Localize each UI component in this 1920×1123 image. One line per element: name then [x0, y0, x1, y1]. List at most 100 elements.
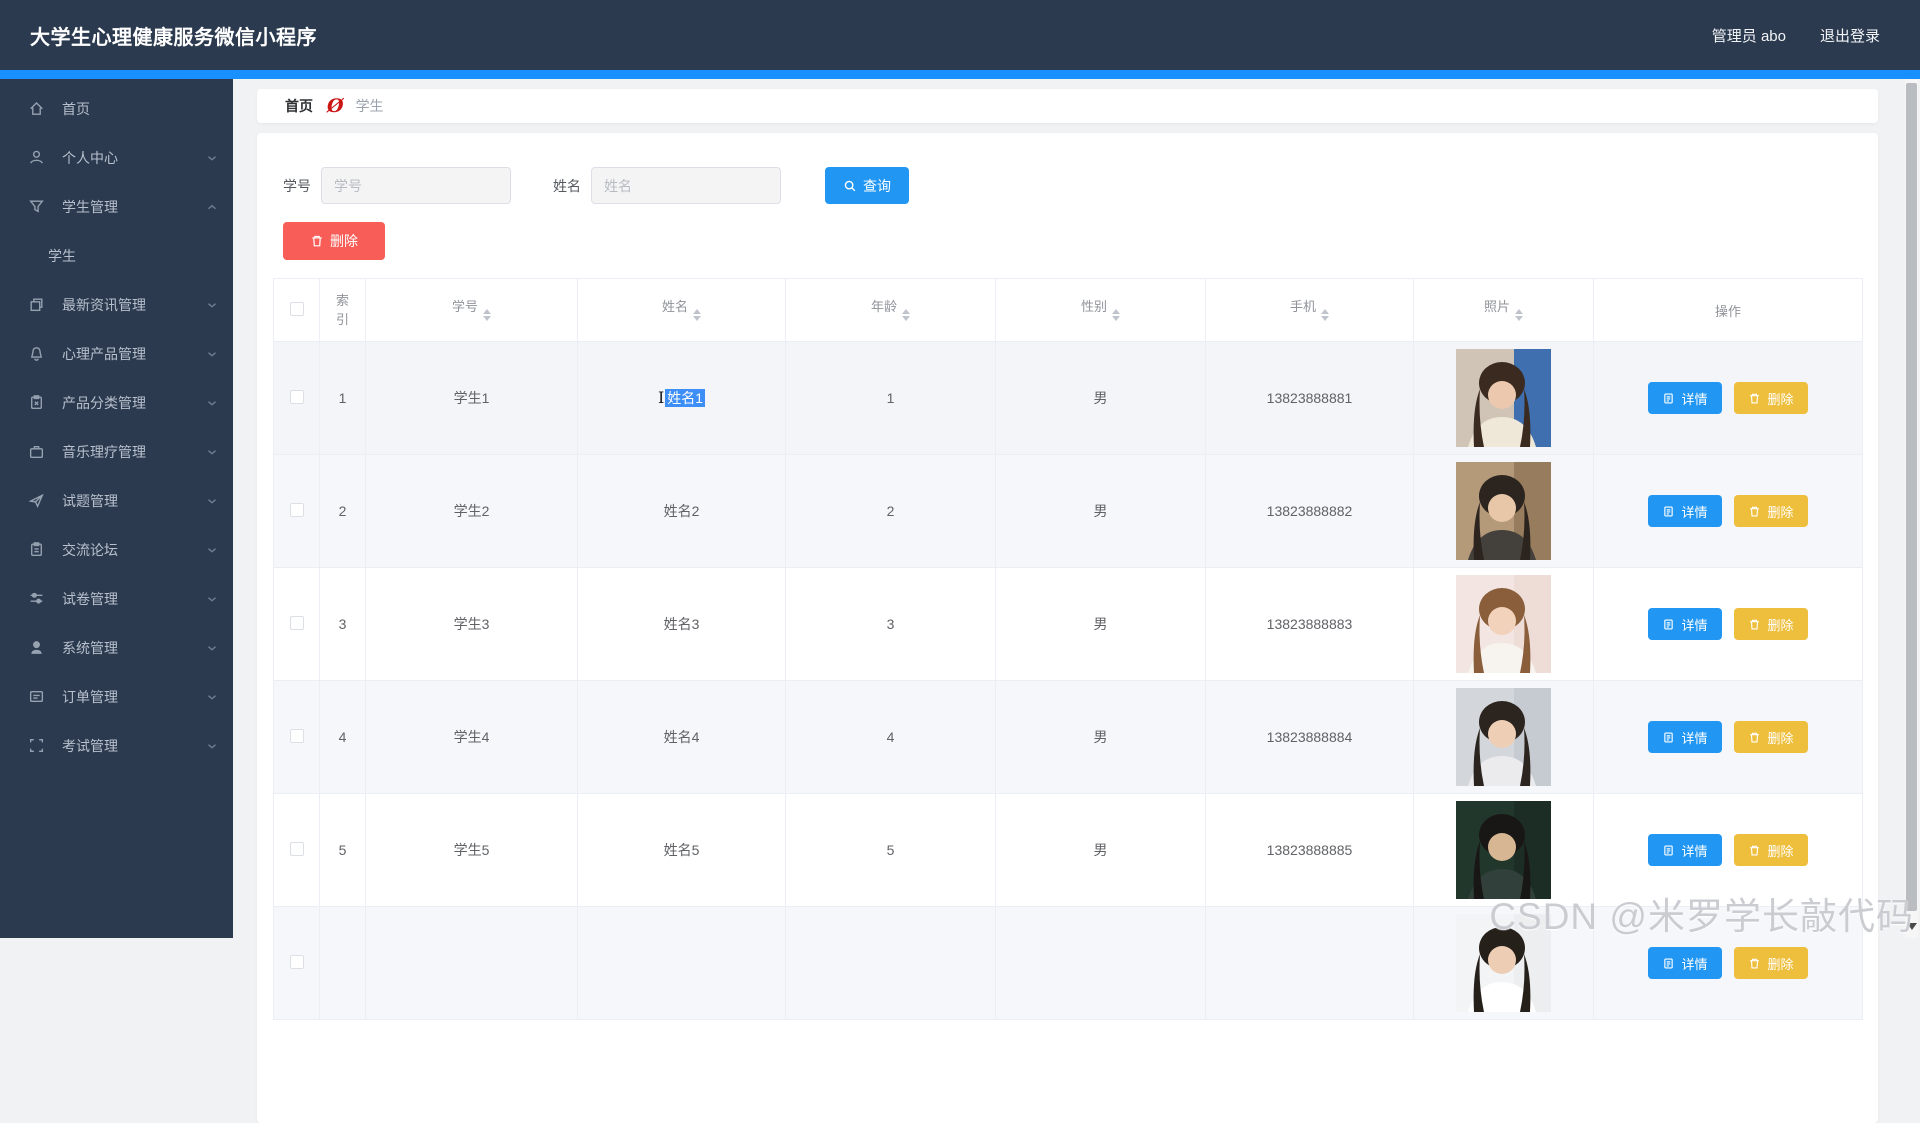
cell-name: I 姓名1: [577, 341, 786, 455]
delete-button[interactable]: 删除: [1734, 834, 1808, 866]
row-checkbox[interactable]: [289, 954, 304, 969]
row-checkbox[interactable]: [289, 389, 304, 404]
chevron-icon: [208, 351, 216, 357]
detail-button[interactable]: 详情: [1648, 947, 1722, 979]
admin-user-label[interactable]: 管理员 abo: [1711, 27, 1786, 45]
student-no-input[interactable]: [321, 167, 511, 204]
row-checkbox[interactable]: [289, 728, 304, 743]
sidebar-item-student[interactable]: 学生: [0, 231, 233, 280]
detail-button[interactable]: 详情: [1648, 608, 1722, 640]
clipboard-icon: [28, 541, 45, 558]
sidebar-item-label: 交流论坛: [62, 541, 118, 558]
sidebar-item-music-therapy-mgmt[interactable]: 音乐理疗管理: [0, 427, 233, 476]
cell-age: [785, 906, 996, 1020]
sort-caret-icon[interactable]: [1112, 305, 1120, 325]
sort-caret-icon[interactable]: [483, 305, 491, 325]
column-header[interactable]: 索引: [319, 278, 366, 342]
user-badge-icon: [28, 639, 45, 656]
cell-index: 3: [319, 567, 366, 681]
document-icon: [1664, 392, 1674, 404]
sidebar-item-order-mgmt[interactable]: 订单管理: [0, 672, 233, 721]
document-icon: [1664, 731, 1674, 743]
trash-icon: [1750, 506, 1760, 517]
sidebar-item-question-mgmt[interactable]: 试题管理: [0, 476, 233, 525]
detail-button[interactable]: 详情: [1648, 721, 1722, 753]
text-cursor: I: [657, 388, 665, 407]
cell-age: 3: [785, 567, 996, 681]
table-row: 4 学生4 I姓名4 4 男 13823888884 详情 删除: [273, 680, 1863, 794]
sidebar-item-label: 订单管理: [62, 688, 118, 705]
cell-name: I姓名2: [577, 454, 786, 568]
sidebar-item-label: 学生: [48, 247, 76, 264]
column-header[interactable]: 年龄: [785, 278, 996, 342]
column-header[interactable]: 姓名: [577, 278, 786, 342]
bell-icon: [28, 345, 45, 362]
detail-button[interactable]: 详情: [1648, 495, 1722, 527]
cell-student-no: 学生1: [365, 341, 578, 455]
sidebar-item-news-mgmt[interactable]: 最新资讯管理: [0, 280, 233, 329]
query-button[interactable]: 查询: [825, 167, 909, 204]
trash-icon: [1750, 619, 1760, 630]
select-all-header[interactable]: [273, 278, 320, 342]
watermark: CSDN @米罗学长敲代码: [1489, 896, 1914, 937]
search-icon: [844, 180, 856, 191]
chevron-icon: [208, 449, 216, 455]
column-header[interactable]: 操作: [1593, 278, 1863, 342]
detail-button[interactable]: 详情: [1648, 382, 1722, 414]
sidebar-item-label: 产品分类管理: [62, 394, 146, 411]
app-title: 大学生心理健康服务微信小程序: [30, 26, 317, 49]
name-input[interactable]: [591, 167, 781, 204]
sort-caret-icon[interactable]: [693, 305, 701, 325]
delete-button[interactable]: 删除: [1734, 721, 1808, 753]
trash-icon: [1750, 732, 1760, 743]
card-icon: [28, 688, 45, 705]
scrollbar-down-arrow-icon[interactable]: [1907, 923, 1917, 935]
sort-caret-icon[interactable]: [1321, 305, 1329, 325]
sort-caret-icon[interactable]: [902, 305, 910, 325]
delete-button[interactable]: 删除: [1734, 495, 1808, 527]
column-header[interactable]: 学号: [365, 278, 578, 342]
row-checkbox[interactable]: [289, 615, 304, 630]
delete-button[interactable]: 删除: [1734, 608, 1808, 640]
cell-phone: 13823888881: [1205, 341, 1414, 455]
column-header[interactable]: 性别: [995, 278, 1206, 342]
breadcrumb-home-link[interactable]: 首页: [285, 98, 313, 114]
document-icon: [1664, 505, 1674, 517]
vertical-scrollbar[interactable]: [1905, 79, 1918, 938]
sidebar-item-label: 个人中心: [62, 149, 118, 166]
sidebar-item-profile[interactable]: 个人中心: [0, 133, 233, 182]
row-checkbox[interactable]: [289, 502, 304, 517]
sidebar-item-student-mgmt[interactable]: 学生管理: [0, 182, 233, 231]
sidebar-item-label: 试题管理: [62, 492, 118, 509]
accent-bar: [0, 70, 1920, 79]
cell-gender: 男: [995, 680, 1206, 794]
briefcase-icon: [28, 443, 45, 460]
sidebar-item-home[interactable]: 首页: [0, 84, 233, 133]
select-all-checkbox[interactable]: [289, 301, 304, 316]
sidebar-item-forum[interactable]: 交流论坛: [0, 525, 233, 574]
sidebar-item-system-mgmt[interactable]: 系统管理: [0, 623, 233, 672]
sidebar-item-psych-product-mgmt[interactable]: 心理产品管理: [0, 329, 233, 378]
student-photo: [1456, 688, 1551, 786]
table-row: 1 学生1 I 姓名1 1 男 13823888881 详情 删除: [273, 341, 1863, 455]
logout-link[interactable]: 退出登录: [1819, 27, 1880, 45]
table-row: 2 学生2 I姓名2 2 男 13823888882 详情 删除: [273, 454, 1863, 568]
trash-icon: [1750, 393, 1760, 404]
column-header[interactable]: 手机: [1205, 278, 1414, 342]
bulk-delete-button[interactable]: 删除: [283, 222, 385, 260]
scrollbar-thumb[interactable]: [1906, 83, 1917, 911]
row-checkbox[interactable]: [289, 841, 304, 856]
sidebar-item-product-category-mgmt[interactable]: 产品分类管理: [0, 378, 233, 427]
sidebar-item-exam-paper-mgmt[interactable]: 试卷管理: [0, 574, 233, 623]
detail-button[interactable]: 详情: [1648, 834, 1722, 866]
trash-icon: [312, 235, 322, 247]
breadcrumb-current: 学生: [355, 98, 384, 114]
cell-phone: 13823888884: [1205, 680, 1414, 794]
delete-button[interactable]: 删除: [1734, 947, 1808, 979]
delete-button[interactable]: 删除: [1734, 382, 1808, 414]
column-header[interactable]: 照片: [1413, 278, 1594, 342]
sidebar-item-exam-mgmt[interactable]: 考试管理: [0, 721, 233, 770]
chevron-icon: [208, 547, 216, 553]
cell-age: 4: [785, 680, 996, 794]
sort-caret-icon[interactable]: [1515, 305, 1523, 325]
